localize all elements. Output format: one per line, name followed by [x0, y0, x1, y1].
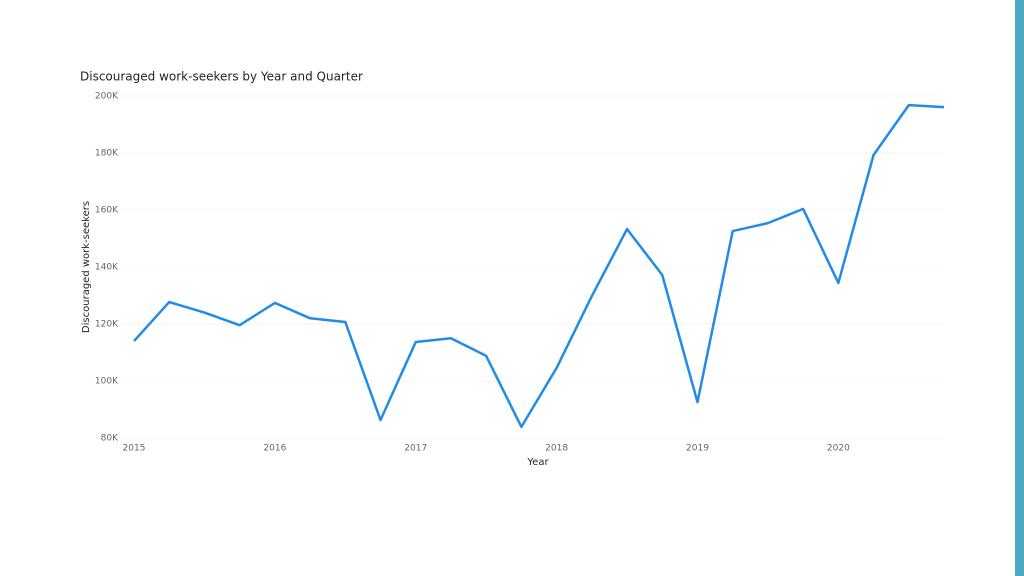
- x-tick-label: 2015: [123, 444, 146, 454]
- x-tick-label: 2017: [404, 444, 427, 454]
- y-tick-label: 100K: [95, 377, 119, 387]
- y-tick-label: 140K: [95, 263, 119, 273]
- y-tick-label: 160K: [95, 206, 119, 216]
- data-line: [133, 103, 945, 429]
- y-axis-title: Discouraged work-seekers: [81, 201, 92, 333]
- x-tick-label: 2019: [686, 444, 709, 454]
- side-bar: [1015, 0, 1024, 576]
- x-tick-label: 2016: [263, 444, 286, 454]
- x-tick-label: 2020: [827, 444, 850, 454]
- y-tick-label: 120K: [95, 320, 119, 330]
- y-tick-label: 200K: [95, 92, 119, 102]
- x-tick-label: 2018: [545, 444, 568, 454]
- y-tick-label: 80K: [101, 434, 119, 444]
- x-axis-title: Year: [526, 457, 549, 468]
- chart-title: Discouraged work-seekers by Year and Qua…: [80, 70, 363, 84]
- y-tick-label: 180K: [95, 149, 119, 159]
